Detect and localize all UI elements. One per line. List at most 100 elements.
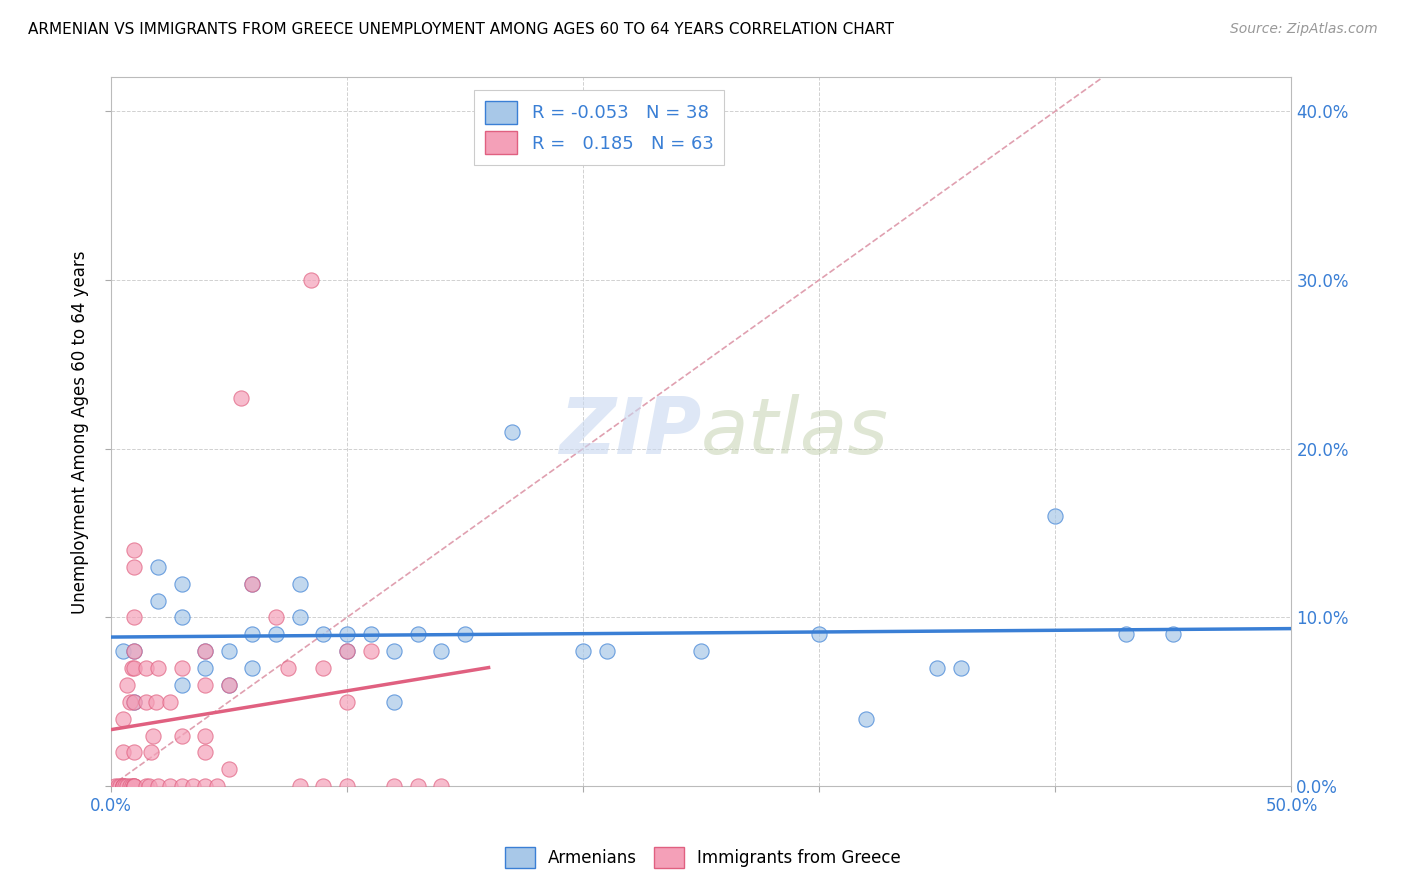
Point bbox=[430, 644, 453, 658]
Point bbox=[124, 559, 146, 574]
Point bbox=[218, 644, 240, 658]
Point bbox=[218, 678, 240, 692]
Point bbox=[855, 712, 877, 726]
Point bbox=[146, 779, 169, 793]
Point bbox=[124, 695, 146, 709]
Point bbox=[218, 678, 240, 692]
Point bbox=[194, 661, 217, 675]
Point bbox=[288, 610, 311, 624]
Point bbox=[301, 273, 323, 287]
Point bbox=[124, 695, 146, 709]
Point bbox=[595, 644, 617, 658]
Point bbox=[808, 627, 831, 641]
Point bbox=[264, 627, 287, 641]
Point bbox=[336, 627, 359, 641]
Point bbox=[382, 779, 405, 793]
Point bbox=[111, 644, 134, 658]
Point bbox=[124, 779, 146, 793]
Point bbox=[124, 610, 146, 624]
Point bbox=[170, 610, 193, 624]
Point bbox=[170, 576, 193, 591]
Point bbox=[336, 644, 359, 658]
Point bbox=[121, 779, 143, 793]
Point bbox=[111, 779, 134, 793]
Point bbox=[138, 779, 160, 793]
Point bbox=[312, 627, 335, 641]
Point bbox=[159, 779, 181, 793]
Point bbox=[135, 779, 157, 793]
Point bbox=[501, 425, 523, 439]
Point bbox=[218, 762, 240, 776]
Point bbox=[312, 779, 335, 793]
Point bbox=[382, 695, 405, 709]
Point bbox=[194, 779, 217, 793]
Point bbox=[146, 593, 169, 607]
Point bbox=[146, 661, 169, 675]
Y-axis label: Unemployment Among Ages 60 to 64 years: Unemployment Among Ages 60 to 64 years bbox=[72, 250, 89, 614]
Point bbox=[145, 695, 167, 709]
Point bbox=[118, 695, 141, 709]
Legend: Armenians, Immigrants from Greece: Armenians, Immigrants from Greece bbox=[498, 840, 908, 875]
Point bbox=[117, 678, 139, 692]
Point bbox=[183, 779, 205, 793]
Point bbox=[170, 779, 193, 793]
Legend: R = -0.053   N = 38, R =   0.185   N = 63: R = -0.053 N = 38, R = 0.185 N = 63 bbox=[474, 90, 724, 165]
Point bbox=[1115, 627, 1137, 641]
Point bbox=[194, 745, 217, 759]
Point bbox=[382, 644, 405, 658]
Point bbox=[110, 779, 132, 793]
Point bbox=[194, 644, 217, 658]
Point bbox=[277, 661, 299, 675]
Point bbox=[264, 610, 287, 624]
Point bbox=[336, 779, 359, 793]
Point bbox=[121, 661, 143, 675]
Point bbox=[124, 779, 146, 793]
Point bbox=[242, 627, 264, 641]
Point bbox=[242, 576, 264, 591]
Point bbox=[288, 779, 311, 793]
Point bbox=[111, 779, 134, 793]
Point bbox=[336, 644, 359, 658]
Point bbox=[229, 391, 252, 405]
Point bbox=[107, 779, 129, 793]
Point bbox=[1163, 627, 1185, 641]
Point bbox=[124, 661, 146, 675]
Text: Source: ZipAtlas.com: Source: ZipAtlas.com bbox=[1230, 22, 1378, 37]
Point bbox=[336, 695, 359, 709]
Point bbox=[360, 627, 382, 641]
Point bbox=[118, 779, 141, 793]
Point bbox=[114, 779, 136, 793]
Point bbox=[454, 627, 477, 641]
Point bbox=[170, 729, 193, 743]
Point bbox=[117, 779, 139, 793]
Point bbox=[170, 661, 193, 675]
Point bbox=[205, 779, 228, 793]
Point bbox=[572, 644, 595, 658]
Point bbox=[104, 779, 127, 793]
Point bbox=[146, 559, 169, 574]
Point bbox=[142, 729, 165, 743]
Point bbox=[242, 661, 264, 675]
Point bbox=[111, 745, 134, 759]
Point bbox=[288, 576, 311, 591]
Point bbox=[124, 779, 146, 793]
Point bbox=[360, 644, 382, 658]
Point bbox=[159, 695, 181, 709]
Point bbox=[124, 745, 146, 759]
Point bbox=[430, 779, 453, 793]
Point bbox=[111, 779, 134, 793]
Point bbox=[139, 745, 162, 759]
Point bbox=[312, 661, 335, 675]
Point bbox=[124, 644, 146, 658]
Point bbox=[124, 644, 146, 658]
Point bbox=[111, 712, 134, 726]
Point bbox=[135, 661, 157, 675]
Point bbox=[194, 678, 217, 692]
Point bbox=[1045, 509, 1067, 524]
Point bbox=[194, 644, 217, 658]
Text: ARMENIAN VS IMMIGRANTS FROM GREECE UNEMPLOYMENT AMONG AGES 60 TO 64 YEARS CORREL: ARMENIAN VS IMMIGRANTS FROM GREECE UNEMP… bbox=[28, 22, 894, 37]
Point bbox=[406, 779, 429, 793]
Point bbox=[927, 661, 949, 675]
Point bbox=[690, 644, 713, 658]
Text: atlas: atlas bbox=[702, 393, 889, 470]
